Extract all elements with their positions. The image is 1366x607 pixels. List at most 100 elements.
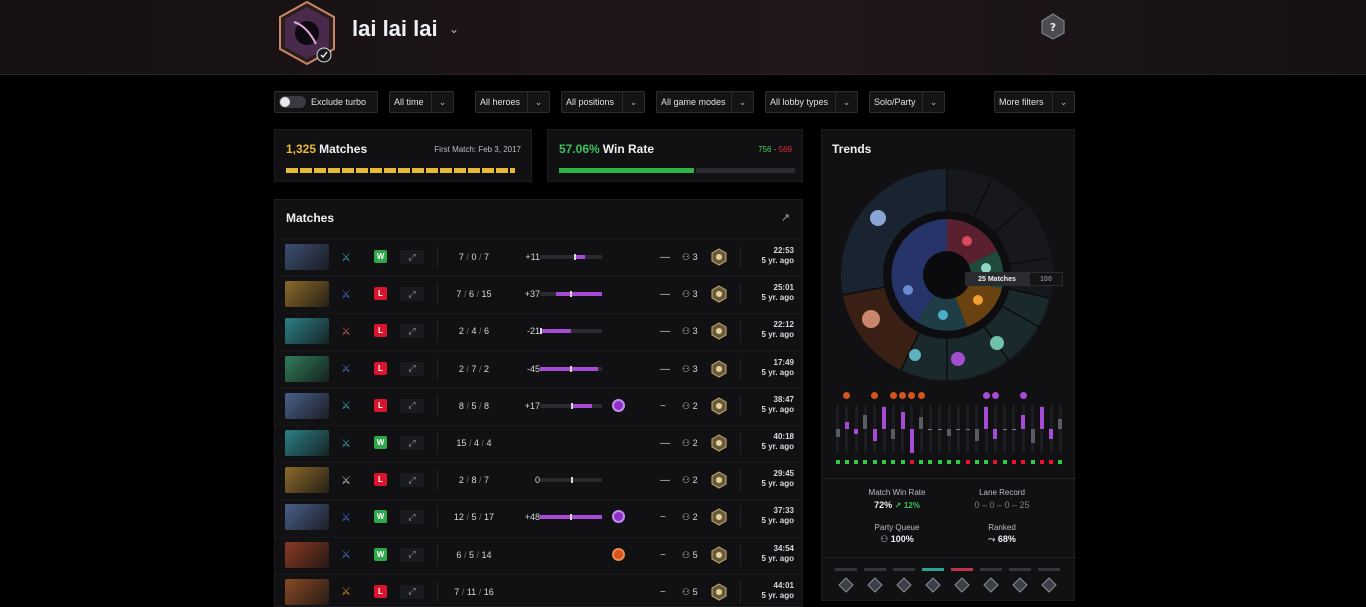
rank-medal-icon[interactable] — [867, 577, 883, 593]
lane-icon: ⤢ — [400, 398, 424, 413]
trends-panel: Trends 25 Matches 100 — [821, 129, 1076, 601]
column-divider — [437, 320, 438, 343]
matches-label: Matches — [319, 142, 368, 156]
rank-medal-icon[interactable] — [983, 577, 999, 593]
hero-portrait[interactable] — [285, 578, 329, 605]
rank-unknown-icon[interactable]: ? — [1040, 12, 1066, 40]
hero-portrait[interactable] — [285, 392, 329, 419]
filter-party[interactable]: Solo/Party ⌄ — [869, 91, 945, 113]
trend-up-icon: ↗ — [894, 501, 902, 510]
match-duration: 22:53 — [773, 246, 794, 255]
trend-bar — [1058, 419, 1063, 429]
chevron-down-icon: ⌄ — [527, 92, 549, 112]
result-dot — [1049, 460, 1054, 464]
kda-divider-icon: / — [481, 438, 485, 448]
match-row[interactable]: ⚔ L ⤢ 2 / 8 / 7 0 — ⚇ 2 29:45 5 yr. ago — [274, 462, 803, 498]
winrate-progress-bar — [559, 168, 795, 173]
profile-name[interactable]: lai lai lai — [352, 16, 438, 41]
result-dot — [928, 460, 933, 464]
column-divider — [740, 543, 741, 566]
lane-icon: ⤢ — [400, 510, 424, 525]
match-row[interactable]: ⚔ L ⤢ 2 / 4 / 6 -21 — ⚇ 3 22:12 5 yr. ago — [274, 313, 803, 349]
trend-bar — [882, 407, 887, 429]
match-time: 25:01 5 yr. ago — [752, 283, 794, 303]
filter-positions[interactable]: All positions ⌄ — [561, 91, 645, 113]
trend-bar — [965, 429, 970, 430]
match-row[interactable]: ⚔ L ⤢ 8 / 5 / 8 +17 ~ ⚇ 2 38:47 5 yr. ago — [274, 387, 803, 424]
match-row[interactable]: ⚔ L ⤢ 7 / 6 / 15 +37 — ⚇ 3 25:01 5 yr. ago — [274, 276, 803, 312]
rank-medal-icon[interactable] — [954, 577, 970, 593]
column-divider — [740, 469, 741, 492]
rank-medal-icon[interactable] — [1012, 577, 1028, 593]
result-dot — [965, 460, 970, 464]
result-dot — [919, 460, 924, 464]
hero-portrait[interactable] — [285, 541, 329, 568]
trend-bar-track — [1021, 405, 1025, 453]
kda: 8 / 5 / 8 — [444, 401, 504, 411]
rank-medal-icon[interactable] — [1041, 577, 1057, 593]
kda-divider-icon: / — [468, 438, 472, 448]
rank-medal-icon[interactable] — [925, 577, 941, 593]
filter-time[interactable]: All time ⌄ — [389, 91, 454, 113]
expand-arrow-icon[interactable]: ↗ — [780, 212, 790, 224]
chevron-down-icon[interactable]: ⌄ — [449, 22, 460, 36]
match-row[interactable]: ⚔ L ⤢ 7 / 11 / 16 ~ ⚇ 5 44:01 5 yr. ago — [274, 573, 803, 607]
result-dot — [863, 460, 868, 464]
lane-record-value: 0 – 0 – 0 – 25 — [974, 500, 1030, 510]
hero-portrait[interactable] — [285, 244, 329, 270]
role-icon: ⚔ — [341, 586, 351, 599]
hero-portrait[interactable] — [285, 355, 329, 382]
match-row[interactable]: ⚔ W ⤢ 7 / 0 / 7 +11 — ⚇ 3 22:53 5 yr. ago — [274, 239, 803, 275]
medal-icon — [871, 392, 879, 399]
tab-25-matches[interactable]: 25 Matches — [965, 272, 1029, 286]
ranked-label: Ranked — [988, 523, 1016, 532]
match-duration: 37:33 — [773, 506, 794, 516]
result-badge: L — [374, 398, 387, 412]
trend-bar-track — [882, 405, 886, 453]
party-type: ~ — [660, 400, 666, 412]
hero-portrait[interactable] — [285, 467, 329, 494]
rank-history-bar — [1009, 568, 1031, 571]
party-type: — — [660, 252, 670, 263]
hero-portrait[interactable] — [285, 430, 329, 456]
filter-game-modes[interactable]: All game modes ⌄ — [656, 91, 754, 113]
filter-heroes[interactable]: All heroes ⌄ — [475, 91, 550, 113]
party-icon: ⚇ — [682, 512, 691, 523]
rank-medal-icon[interactable] — [838, 577, 854, 593]
match-time: 29:45 5 yr. ago — [752, 469, 794, 489]
party-icon: ⚇ — [682, 475, 691, 486]
exclude-turbo-label: Exclude turbo — [311, 97, 367, 107]
match-row[interactable]: ⚔ L ⤢ 2 / 7 / 2 -45 — ⚇ 3 17:49 5 yr. ago — [274, 350, 803, 387]
hero-portrait[interactable] — [285, 281, 329, 308]
result-dot — [1058, 460, 1063, 464]
match-row[interactable]: ⚔ W ⤢ 6 / 5 / 14 ~ ⚇ 5 34:54 5 yr. ago — [274, 536, 803, 573]
mmr-bar-marker — [570, 365, 572, 372]
hero-portrait[interactable] — [285, 318, 329, 345]
match-age: 5 yr. ago — [761, 404, 794, 414]
deaths: 4 — [473, 438, 479, 448]
result-dot — [844, 460, 849, 464]
match-age: 5 yr. ago — [761, 590, 794, 600]
result-dot — [1011, 460, 1016, 464]
hero-portrait[interactable] — [285, 504, 329, 531]
trend-bar — [1030, 429, 1035, 444]
column-divider — [437, 469, 438, 492]
rank-history-bar — [835, 568, 857, 571]
hero-radial-chart[interactable] — [841, 168, 1053, 382]
match-row[interactable]: ⚔ W ⤢ 15 / 4 / 4 — ⚇ 2 40:18 5 yr. ago — [274, 425, 803, 461]
party-size-group: ⚇ 3 — [682, 364, 698, 375]
match-row[interactable]: ⚔ W ⤢ 12 / 5 / 17 +48 ~ ⚇ 2 37:33 5 yr. ago — [274, 499, 803, 535]
filter-lobby-types[interactable]: All lobby types ⌄ — [765, 91, 858, 113]
filter-more[interactable]: More filters ⌄ — [994, 91, 1075, 113]
exclude-turbo-toggle[interactable] — [279, 96, 306, 108]
party-size: 3 — [692, 289, 698, 300]
profile-avatar[interactable] — [276, 0, 338, 66]
chevron-down-icon: ⌄ — [431, 92, 453, 112]
column-divider — [740, 580, 741, 603]
medal-icon — [917, 392, 925, 399]
tab-100-matches[interactable]: 100 — [1029, 272, 1063, 286]
party-icon: ⚇ — [682, 363, 691, 374]
column-divider — [740, 432, 741, 454]
matches-progress-segment — [398, 168, 410, 173]
rank-medal-icon[interactable] — [896, 577, 912, 593]
